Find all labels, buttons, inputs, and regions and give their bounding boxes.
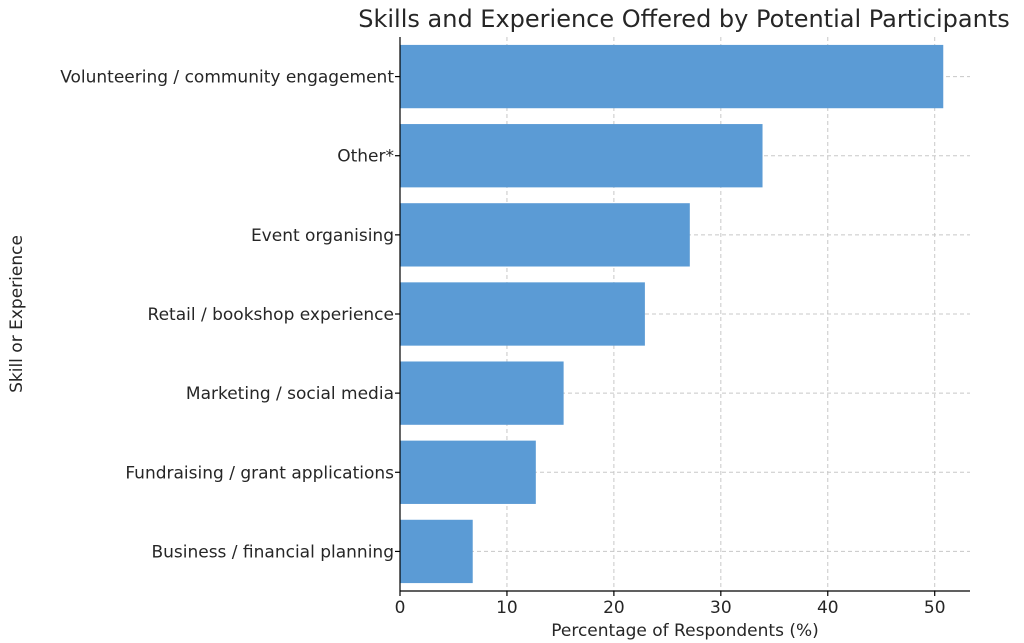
y-axis-label: Skill or Experience (7, 235, 27, 393)
y-tick-label: Business / financial planning (151, 542, 394, 562)
y-tick-label: Retail / bookshop experience (148, 305, 394, 325)
y-tick-label: Marketing / social media (186, 384, 394, 404)
x-tick-label: 10 (496, 598, 518, 618)
x-tick-label: 50 (924, 598, 946, 618)
y-tick-label: Other* (337, 147, 394, 167)
bar (400, 124, 763, 187)
bar (400, 282, 645, 345)
y-tick-label: Volunteering / community engagement (60, 68, 394, 88)
y-tick-labels: Volunteering / community engagement Other… (60, 68, 394, 563)
x-axis-label: Percentage of Respondents (%) (551, 621, 819, 641)
x-tick-label: 40 (817, 598, 839, 618)
x-tick-label: 30 (710, 598, 732, 618)
bar (400, 441, 536, 504)
bar (400, 203, 690, 266)
x-tick-label: 20 (603, 598, 625, 618)
bars (400, 45, 943, 583)
x-tick-label: 0 (395, 598, 406, 618)
bar (400, 361, 564, 424)
chart-title: Skills and Experience Offered by Potenti… (358, 5, 1010, 33)
x-tick-labels: 0 10 20 30 40 50 (395, 598, 946, 618)
bar (400, 520, 473, 583)
y-tick-label: Event organising (251, 226, 394, 246)
bar (400, 45, 943, 108)
y-tick-label: Fundraising / grant applications (125, 463, 394, 483)
